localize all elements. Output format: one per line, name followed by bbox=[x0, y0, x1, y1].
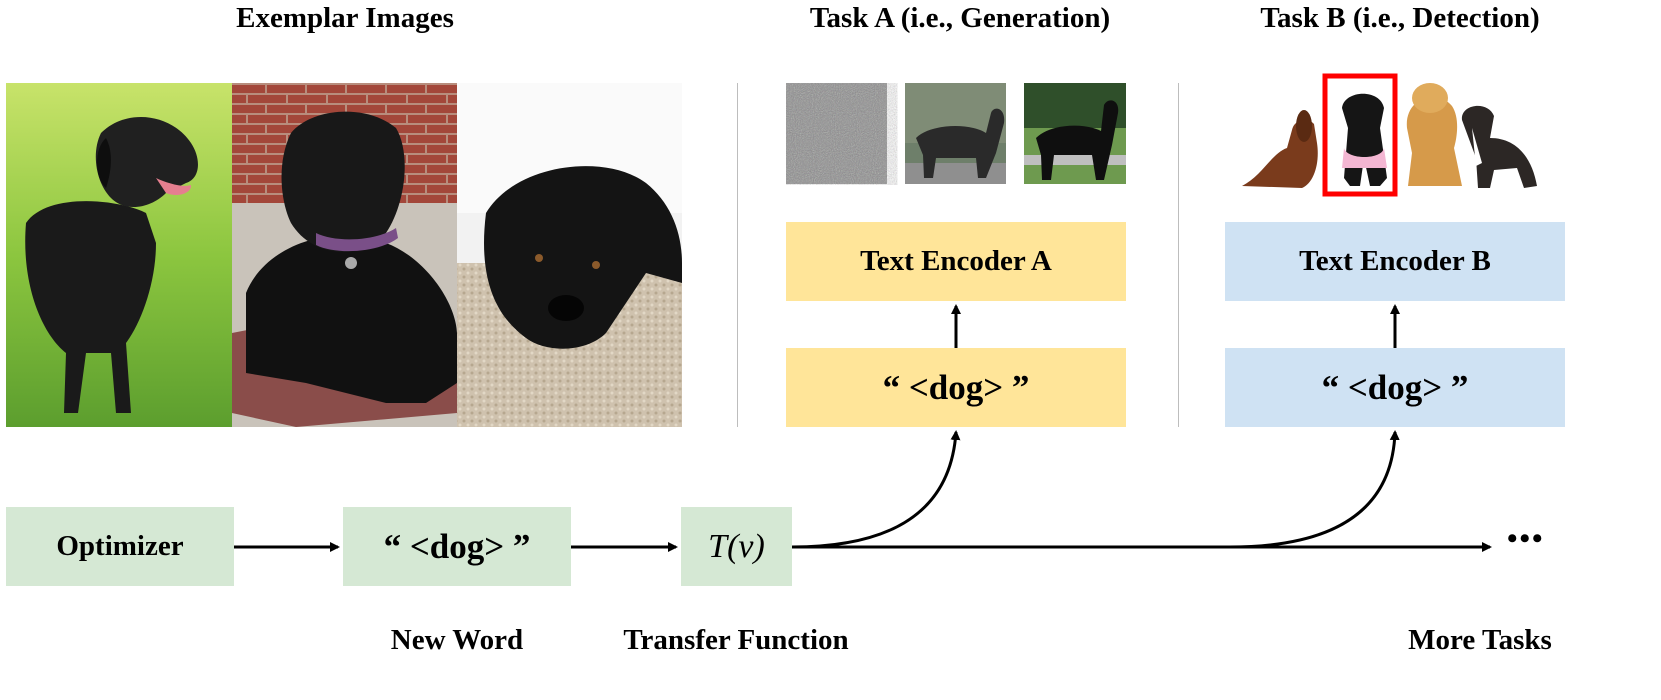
detection-box bbox=[1322, 73, 1398, 197]
task-a-heading: Task A (i.e., Generation) bbox=[809, 2, 1111, 34]
transfer-function-label: Transfer Function bbox=[623, 624, 849, 656]
task-b-detection-image bbox=[1242, 73, 1537, 197]
text-encoder-b-label: Text Encoder B bbox=[1299, 245, 1491, 277]
black-labrador-photo-2 bbox=[232, 83, 457, 427]
exemplar-photos bbox=[6, 83, 682, 427]
task-b-heading: Task B (i.e., Detection) bbox=[1260, 2, 1540, 34]
token-b-label: “ <dog> ” bbox=[1321, 367, 1469, 407]
arrow-to-task-a bbox=[791, 430, 961, 549]
denoising-image bbox=[905, 83, 1006, 184]
new-word-label: New Word bbox=[390, 624, 524, 656]
new-word-token-label: “ <dog> ” bbox=[383, 526, 531, 566]
more-tasks-ellipsis: ••• bbox=[1507, 522, 1545, 555]
optimizer-box: Optimizer bbox=[6, 507, 234, 586]
task-a-generation-images bbox=[786, 83, 1126, 184]
golden-retriever bbox=[1406, 83, 1462, 186]
noise-image bbox=[786, 83, 887, 184]
transfer-function-symbol: T(v) bbox=[708, 527, 765, 565]
text-encoder-a-label: Text Encoder A bbox=[860, 245, 1052, 277]
exemplar-images-heading: Exemplar Images bbox=[236, 2, 454, 34]
text-encoder-b-box: Text Encoder B bbox=[1225, 222, 1565, 301]
new-word-box: “ <dog> ” bbox=[343, 507, 571, 586]
more-tasks-label: More Tasks bbox=[1408, 624, 1552, 656]
black-labrador-photo-1 bbox=[6, 83, 232, 427]
token-a-label: “ <dog> ” bbox=[882, 367, 1030, 407]
pitbull-dog bbox=[1461, 105, 1537, 188]
token-b-box: “ <dog> ” bbox=[1225, 348, 1565, 427]
black-dog bbox=[1342, 93, 1387, 186]
dachshund bbox=[1242, 110, 1318, 188]
transfer-function-box: T(v) bbox=[681, 507, 792, 586]
divider-left bbox=[737, 83, 738, 427]
black-labrador-photo-3 bbox=[457, 83, 682, 427]
token-a-box: “ <dog> ” bbox=[786, 348, 1126, 427]
arrow-to-task-b bbox=[1229, 430, 1400, 549]
optimizer-label: Optimizer bbox=[56, 530, 184, 562]
text-encoder-a-box: Text Encoder A bbox=[786, 222, 1126, 301]
generated-dog-image bbox=[1024, 83, 1126, 184]
divider-right bbox=[1178, 83, 1179, 427]
